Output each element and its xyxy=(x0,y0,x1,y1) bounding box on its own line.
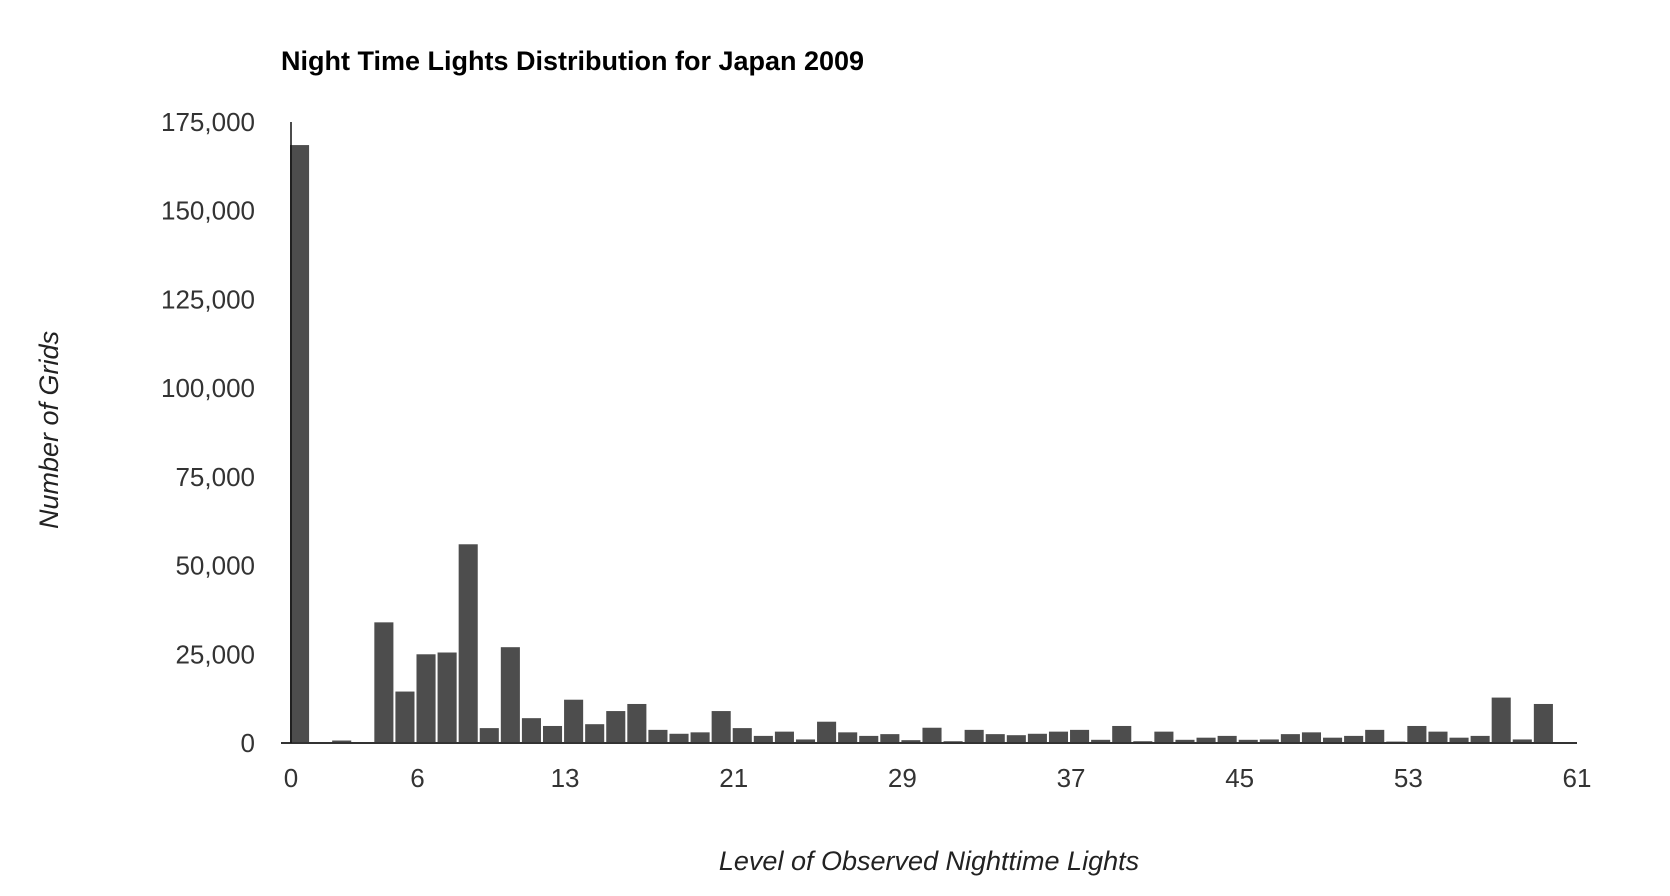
bar xyxy=(774,731,794,743)
bar xyxy=(690,732,710,743)
bar xyxy=(795,739,816,743)
bar xyxy=(500,647,520,743)
bar xyxy=(1301,732,1322,743)
bar xyxy=(1449,737,1469,743)
bar xyxy=(1070,729,1090,743)
bar xyxy=(542,725,563,743)
bar xyxy=(1470,735,1490,743)
bar xyxy=(964,729,984,743)
bar xyxy=(1217,735,1237,743)
chart-title: Night Time Lights Distribution for Japan… xyxy=(281,46,864,76)
x-tick-label: 21 xyxy=(719,763,748,793)
bar xyxy=(479,728,499,743)
bar xyxy=(1512,739,1532,743)
bar xyxy=(985,734,1005,743)
bar xyxy=(290,145,310,743)
bar xyxy=(838,732,858,743)
bar xyxy=(711,711,731,743)
bar xyxy=(1112,725,1132,743)
x-tick-label: 37 xyxy=(1057,763,1086,793)
x-axis-title: Level of Observed Nighttime Lights xyxy=(719,846,1139,876)
bar xyxy=(732,728,752,743)
bar xyxy=(880,734,900,743)
bar xyxy=(1006,735,1026,743)
bar xyxy=(521,718,541,743)
bar xyxy=(627,703,647,743)
bar xyxy=(1491,697,1511,743)
x-tick-label: 0 xyxy=(284,763,298,793)
y-tick-label: 125,000 xyxy=(161,284,255,314)
bar xyxy=(1533,703,1553,743)
bar xyxy=(922,727,942,743)
x-tick-label: 53 xyxy=(1394,763,1423,793)
bar xyxy=(817,721,837,743)
x-tick-label: 61 xyxy=(1563,763,1592,793)
y-tick-label: 150,000 xyxy=(161,196,255,226)
bar xyxy=(564,699,584,743)
x-tick-label: 6 xyxy=(410,763,424,793)
bar xyxy=(1259,739,1279,743)
y-tick-label: 0 xyxy=(241,728,255,758)
bar xyxy=(1365,729,1385,743)
y-tick-label: 25,000 xyxy=(175,639,255,669)
x-tick-label: 29 xyxy=(888,763,917,793)
bars-group xyxy=(290,145,1553,743)
bar xyxy=(437,652,457,743)
y-tick-label: 100,000 xyxy=(161,373,255,403)
bar xyxy=(1407,725,1427,743)
bar xyxy=(585,724,605,743)
bar xyxy=(1280,734,1300,743)
bar xyxy=(1154,731,1174,743)
bar xyxy=(1196,737,1216,743)
bar xyxy=(606,711,626,743)
bar xyxy=(1238,739,1258,743)
bar xyxy=(1091,739,1111,743)
bar xyxy=(1344,735,1364,743)
bar xyxy=(1323,737,1343,743)
bar xyxy=(859,735,879,743)
bar xyxy=(395,691,415,743)
bar xyxy=(1027,733,1047,743)
bar xyxy=(416,654,436,743)
bar xyxy=(1428,731,1448,743)
bar xyxy=(1048,731,1069,743)
bar xyxy=(669,733,689,743)
bar xyxy=(332,740,352,743)
y-axis-title: Number of Grids xyxy=(34,331,64,529)
y-axis-ticks: 0 25,000 50,000 75,000 100,000 125,000 150,000… xyxy=(161,107,255,758)
x-axis-ticks: 0 6 13 21 29 37 45 53 61 xyxy=(284,763,1592,793)
y-tick-label: 175,000 xyxy=(161,107,255,137)
y-tick-label: 50,000 xyxy=(175,551,255,581)
bar xyxy=(901,740,921,743)
bar xyxy=(458,544,478,743)
bar xyxy=(648,729,668,743)
bar xyxy=(374,622,394,743)
x-tick-label: 13 xyxy=(551,763,580,793)
bar xyxy=(1175,739,1195,743)
x-tick-label: 45 xyxy=(1225,763,1254,793)
bar xyxy=(753,735,773,743)
y-tick-label: 75,000 xyxy=(175,462,255,492)
